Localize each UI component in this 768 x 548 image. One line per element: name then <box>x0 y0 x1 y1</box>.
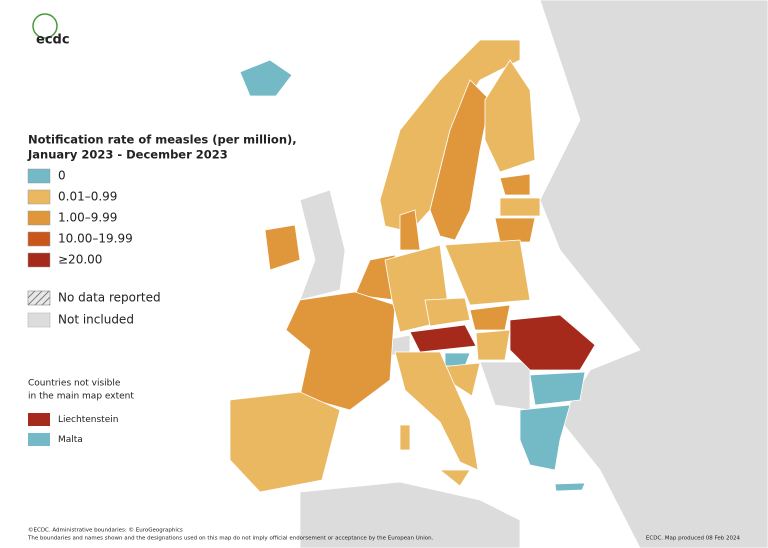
footer-text: The boundaries and names shown and the d… <box>27 536 434 542</box>
inset-title: in the main map extent <box>28 392 134 402</box>
footer-text: ©ECDC. Administrative boundaries: © Euro… <box>28 527 183 534</box>
legend-swatch <box>27 168 51 184</box>
legend-label: ≥20.00 <box>58 253 102 267</box>
country <box>444 239 531 306</box>
legend-label: 0 <box>58 169 66 183</box>
logo-mark <box>32 13 58 39</box>
country <box>424 297 471 327</box>
legend-title: Notification rate of measles (per millio… <box>28 133 297 147</box>
inset-title: Countries not visible <box>28 379 121 389</box>
legend-label: 0.01–0.99 <box>58 190 117 204</box>
legend-swatch <box>27 312 51 328</box>
legend-label: Malta <box>58 435 83 445</box>
legend-label: No data reported <box>58 291 161 305</box>
legend-label: 10.00–19.99 <box>58 232 133 246</box>
country <box>509 314 596 371</box>
country <box>484 59 536 173</box>
land-not-included <box>479 361 531 411</box>
country <box>285 291 396 411</box>
country <box>499 173 531 196</box>
country <box>529 371 586 406</box>
legend-title: January 2023 - December 2023 <box>27 148 228 162</box>
country <box>554 482 586 492</box>
map <box>229 0 768 548</box>
legend-swatch <box>28 413 50 426</box>
legend-label: 1.00–9.99 <box>58 211 117 225</box>
country <box>229 391 341 493</box>
country <box>429 79 491 241</box>
land-not-included <box>539 0 768 548</box>
land-not-included <box>299 481 521 548</box>
legend-label: Not included <box>58 313 134 327</box>
country <box>409 324 477 353</box>
country <box>239 59 293 97</box>
country <box>519 404 571 471</box>
footer-text: ECDC. Map produced 08 Feb 2024 <box>646 536 741 542</box>
logo-text: ecdc <box>36 33 70 48</box>
land-not-included <box>299 189 346 301</box>
legend-swatch <box>28 433 50 446</box>
country <box>399 209 421 251</box>
country <box>494 217 536 243</box>
legend-swatch <box>27 189 51 205</box>
legend-swatch <box>27 252 51 268</box>
legend-label: Liechtenstein <box>58 415 118 425</box>
legend-swatch <box>27 210 51 226</box>
country <box>475 329 511 361</box>
country <box>469 304 511 331</box>
country <box>499 197 541 217</box>
country <box>264 224 301 271</box>
legend-swatch <box>27 231 51 247</box>
country <box>394 351 479 471</box>
country <box>399 424 411 451</box>
legend-swatch <box>27 290 51 306</box>
country <box>438 469 471 487</box>
